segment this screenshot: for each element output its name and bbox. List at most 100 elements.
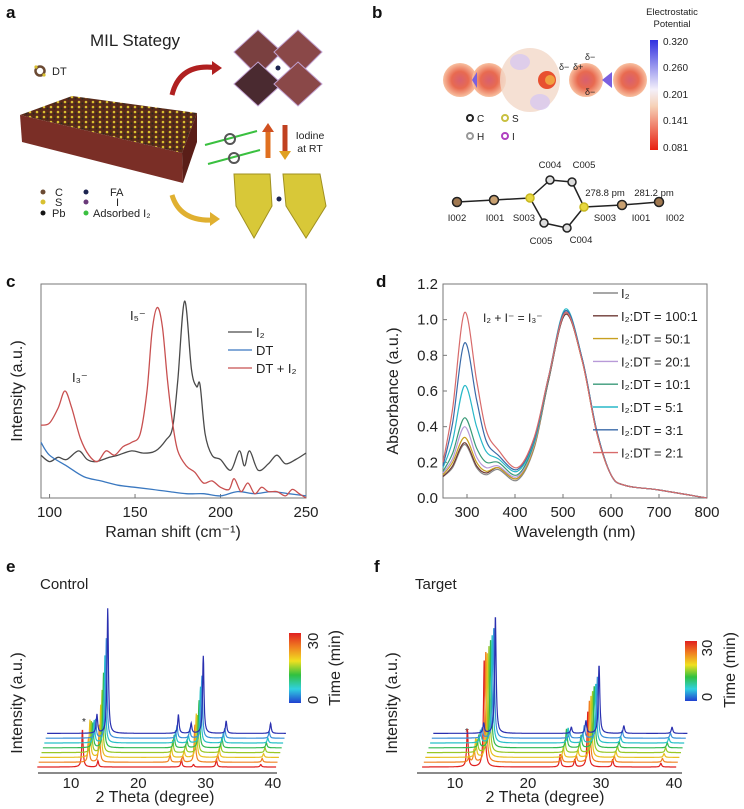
delta-label: δ+ [573,62,583,72]
y-tick-label: 0.4 [417,419,438,436]
legend-adsorbed-label: Adsorbed I₂ [93,208,150,220]
legend-i-dot [501,132,509,140]
series-line [40,442,307,497]
y-tick-label: 1.0 [417,312,438,329]
panel-label-d: d [376,272,386,291]
x-tick-label: 700 [646,504,671,521]
red-arrowhead-icon [212,61,222,75]
legend-label: I₂ [621,286,630,301]
xrd-trace [422,660,677,768]
down-arrowhead-icon [279,151,291,160]
xrd-trace [428,640,683,749]
x-tick-label: 20 [130,775,147,792]
xrd-trace [426,646,681,754]
xrd-trace [40,704,279,759]
x-tick-label: 10 [63,775,80,792]
x-tick-label: 400 [502,504,527,521]
panel-label-a: a [6,3,16,22]
at-rt-label: at RT [297,143,323,155]
colorbar-tick: 30 [305,633,322,650]
panel-a-title: MIL Stategy [90,31,181,50]
red-curved-arrow-icon [169,64,219,96]
legend-label: I₂:DT = 20:1 [621,354,690,369]
panel-a-legend: C S Pb FA I Adsorbed I₂ [40,187,150,220]
legend-c-label: C [55,187,63,199]
x-axis-label: Wavelength (nm) [514,524,635,541]
colorbar-tick: 0 [699,693,716,701]
legend-label: I₂:DT = 5:1 [621,400,683,415]
panel-b: b Electrostatic Potential 0.320 0.260 0.… [372,3,698,247]
legend-label: DT + I₂ [256,361,297,376]
x-tick-label: 100 [37,504,62,521]
atom-label: I002 [666,213,685,224]
atom-label: I002 [448,213,467,224]
x-axis-label: Raman shift (cm⁻¹) [105,524,241,541]
bond-length-label: 281.2 pm [634,188,674,199]
legend-c-dot [40,189,46,195]
time-colorbar [289,633,301,703]
delta-label: δ− [585,87,595,97]
colorbar-tick: 0.260 [663,63,688,74]
xrd-trace [47,608,286,735]
triiodide-equation: I₂ + I⁻ = I₃⁻ [483,311,543,325]
delta-phase-octahedra-illustration [233,173,327,240]
annotation-i5: I₅⁻ [130,308,146,323]
legend-c-dot [466,114,474,122]
perovskite-slab-illustration [20,96,197,183]
xrd-trace [433,617,688,735]
y-tick-label: 0.8 [417,347,438,364]
colorbar-label: Time (min) [327,630,344,706]
legend-adsorbed-dot [83,210,89,216]
xrd-trace [44,655,284,744]
xrd-trace [42,672,282,749]
xrd-trace [37,729,277,768]
dt-label: DT [52,66,67,78]
x-tick-label: 800 [694,504,719,521]
y-tick-label: 0.2 [417,454,438,471]
atom-label: S003 [513,213,535,224]
chart-title: Control [40,576,88,593]
esp-colorbar [650,40,658,150]
colorbar-title: Electrostatic [646,7,698,18]
legend-label: I₂:DT = 2:1 [621,446,683,461]
legend-h-label: H [477,132,484,143]
plot-frame [40,283,307,499]
x-tick-label: 200 [208,504,233,521]
legend-s-dot [501,114,509,122]
xrd-trace [41,689,281,754]
legend-i-dot [83,199,89,205]
colorbar-title-2: Potential [654,19,691,30]
xrd-trace [430,635,685,744]
time-colorbar [685,641,697,701]
chart-title: Target [415,576,458,593]
legend-pb-label: Pb [52,208,65,220]
crystal-structure [451,175,665,233]
colorbar-tick: 0.081 [663,143,688,154]
legend-s-label: S [55,197,62,209]
x-tick-label: 300 [454,504,479,521]
panel-label-f: f [374,557,380,576]
atom-label: I001 [486,213,505,224]
iodine-label: Iodine [296,130,325,142]
panel-b-legend: C S H I [466,114,519,143]
y-axis-label: Intensity (a.u.) [9,340,26,441]
adsorbed-iodine-molecules [204,130,261,165]
legend-i-label: I [512,132,515,143]
colorbar-tick: 0.141 [663,116,688,127]
y-axis-label: Intensity (a.u.) [9,652,26,753]
panel-d-absorbance-chart: d Absorbance (a.u.) Wavelength (nm) I₂ +… [376,272,720,541]
panel-c-raman-chart: c Intensity (a.u.) Raman shift (cm⁻¹) I₃… [6,272,319,541]
perovskite-octahedra-illustration [233,29,323,107]
colorbar-label: Time (min) [722,632,739,708]
y-tick-label: 0.6 [417,383,438,400]
atom-label: C005 [530,236,553,247]
x-tick-label: 30 [593,775,610,792]
legend-label: DT [256,343,273,358]
xrd-trace [45,638,285,739]
xrd-trace [425,653,680,759]
panel-label-c: c [6,272,15,291]
series-line [40,300,307,472]
up-arrowhead-icon [262,123,274,132]
series-line [442,311,708,499]
